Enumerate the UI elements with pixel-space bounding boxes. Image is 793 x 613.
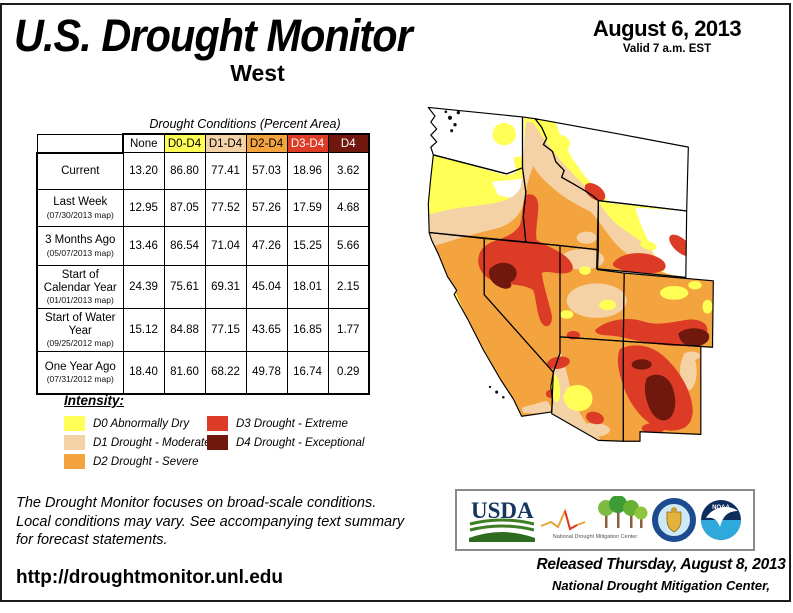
usda-logo: USDA (469, 498, 535, 542)
table-cell: 5.66 (327, 226, 370, 266)
drought-map (427, 106, 714, 442)
row-label: Current (36, 151, 124, 190)
col-header-none: None (122, 133, 165, 153)
table-cell: 17.59 (286, 189, 329, 227)
table-row: One Year Ago (07/31/2012 map) 18.40 81.60… (36, 351, 370, 395)
table-cell: 1.77 (327, 308, 370, 352)
coastal-islands (444, 110, 505, 399)
col-header-d4: D4 (327, 133, 370, 153)
commerce-seal-logo (652, 498, 697, 542)
table-row: Start of Water Year (09/25/2012 map) 15.1… (36, 308, 370, 352)
table-cell: 77.41 (204, 152, 247, 190)
agency-logos: USDA National Drought Mitigation Center (455, 489, 755, 551)
table-cell: 2.15 (327, 265, 370, 309)
drought-conditions-table: None D0-D4 D1-D4 D2-D4 D3-D4 D4 Current … (36, 133, 370, 395)
table-row: Start of Calendar Year (01/01/2013 map) 2… (36, 265, 370, 309)
d1-swatch (64, 435, 85, 450)
col-header-d1d4: D1-D4 (204, 133, 247, 153)
legend-title: Intensity: (64, 393, 125, 408)
table-cell: 57.26 (245, 189, 288, 227)
row-label: One Year Ago (07/31/2012 map) (36, 351, 124, 395)
table-cell: 4.68 (327, 189, 370, 227)
table-cell: 69.31 (204, 265, 247, 309)
table-header-row: None D0-D4 D1-D4 D2-D4 D3-D4 D4 (36, 133, 370, 153)
table-cell: 16.74 (286, 351, 329, 395)
table-cell: 86.80 (163, 152, 206, 190)
row-label: Start of Calendar Year (01/01/2013 map) (36, 265, 124, 309)
table-cell: 87.05 (163, 189, 206, 227)
intensity-legend: Intensity: D0 Abnormally Dry D1 Drought … (64, 392, 409, 473)
release-info: Released Thursday, August 8, 2013 Nation… (533, 556, 789, 593)
d0-spots-south (551, 240, 713, 412)
table-cell: 43.65 (245, 308, 288, 352)
table-row: 3 Months Ago (05/07/2013 map) 13.46 86.54… (36, 226, 370, 266)
table-cell: 71.04 (204, 226, 247, 266)
legend-item-d2: D2 Drought - Severe (64, 454, 207, 469)
svg-text:NOAA: NOAA (712, 505, 730, 511)
table-cell: 75.61 (163, 265, 206, 309)
website-url: http://droughtmonitor.unl.edu (16, 567, 283, 589)
row-label: Start of Water Year (09/25/2012 map) (36, 308, 124, 352)
table-cell: 16.85 (286, 308, 329, 352)
region-subtitle: West (230, 60, 285, 86)
drought-monitor-link[interactable]: http://droughtmonitor.unl.edu (16, 567, 283, 588)
table-cell: 77.15 (204, 308, 247, 352)
col-header-d0d4: D0-D4 (163, 133, 206, 153)
noaa-logo: NOAA (700, 500, 741, 540)
d2-swatch (64, 454, 85, 469)
d4-swatch (207, 435, 228, 450)
date-block: August 6, 2013 Valid 7 a.m. EST (543, 16, 791, 55)
table-cell: 68.22 (204, 351, 247, 395)
table-cell: 24.39 (122, 265, 165, 309)
table-caption: Drought Conditions (Percent Area) (149, 117, 341, 131)
table-cell: 45.04 (245, 265, 288, 309)
table-cell: 13.46 (122, 226, 165, 266)
header-corner-cell (36, 133, 124, 153)
table-row: Current 13.20 86.80 77.41 57.03 18.96 3.… (36, 151, 370, 190)
table-cell: 77.52 (204, 189, 247, 227)
table-row: Last Week (07/30/2013 map) 12.95 87.05 77… (36, 189, 370, 227)
legend-item-d0: D0 Abnormally Dry (64, 416, 207, 431)
col-header-d3d4: D3-D4 (286, 133, 329, 153)
legend-item-d1: D1 Drought - Moderate (64, 435, 211, 450)
disclaimer-note: The Drought Monitor focuses on broad-sca… (16, 495, 405, 548)
table-cell: 81.60 (163, 351, 206, 395)
table-cell: 47.26 (245, 226, 288, 266)
table-cell: 18.96 (286, 152, 329, 190)
d4-areas (488, 262, 710, 421)
ndmc-logo: National Drought Mitigation Center (540, 496, 648, 540)
table-cell: 3.62 (327, 152, 370, 190)
table-cell: 12.95 (122, 189, 165, 227)
release-date: Released Thursday, August 8, 2013 (536, 556, 786, 573)
table-cell: 57.03 (245, 152, 288, 190)
svg-text:National Drought Mitigation Ce: National Drought Mitigation Center (552, 534, 637, 540)
valid-note: Valid 7 a.m. EST (622, 43, 712, 55)
row-label: 3 Months Ago (05/07/2013 map) (36, 226, 124, 266)
table-cell: 15.12 (122, 308, 165, 352)
table-cell: 18.40 (122, 351, 165, 395)
table-cell: 86.54 (163, 226, 206, 266)
legend-item-d3: D3 Drought - Extreme (207, 416, 409, 431)
page-title: U.S. Drought Monitor (14, 10, 413, 61)
report-date: August 6, 2013 (592, 16, 742, 41)
table-cell: 18.01 (286, 265, 329, 309)
table-cell: 0.29 (327, 351, 370, 395)
table-cell: 15.25 (286, 226, 329, 266)
d3-swatch (207, 416, 228, 431)
table-cell: 13.20 (122, 152, 165, 190)
legend-item-d4: D4 Drought - Exceptional (207, 435, 409, 450)
release-agency: National Drought Mitigation Center, (551, 578, 771, 593)
d0-swatch (64, 416, 85, 431)
table-cell: 49.78 (245, 351, 288, 395)
table-cell: 84.88 (163, 308, 206, 352)
row-label: Last Week (07/30/2013 map) (36, 189, 124, 227)
col-header-d2d4: D2-D4 (245, 133, 288, 153)
